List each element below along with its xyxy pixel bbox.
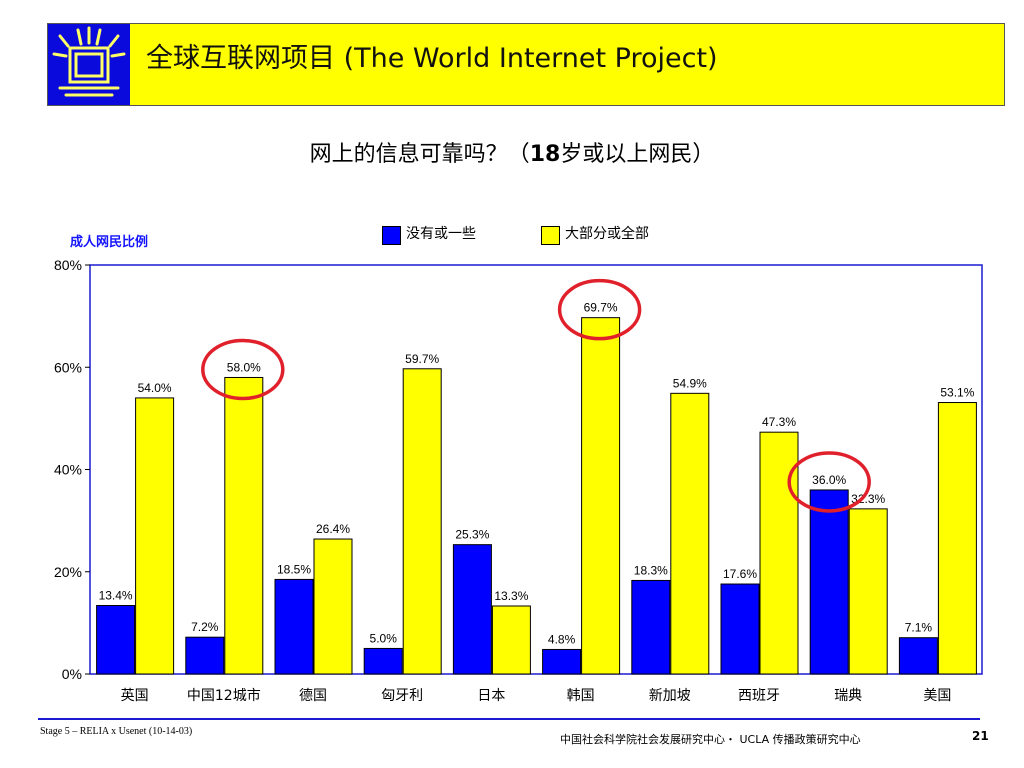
bar-most [581,317,621,675]
y-tick-label: 80% [54,257,82,273]
data-label-most: 69.7% [584,301,618,315]
data-label-most: 26.4% [316,522,350,536]
data-label-none: 36.0% [812,473,846,487]
data-label-none: 7.1% [905,621,933,635]
footer-divider [38,718,980,720]
y-tick-label: 0% [62,666,82,682]
footer-institutions: 中国社会科学院社会发展研究中心・ UCLA 传播政策研究中心 [560,733,861,746]
data-label-most: 54.9% [673,376,707,390]
bar-none [720,583,760,675]
y-tick-label: 20% [54,564,82,580]
data-label-none: 18.5% [277,562,311,576]
highlight-circle [557,278,642,341]
x-tick-label: 美国 [923,688,951,704]
bar-none [452,544,492,675]
bar-most [313,538,353,675]
data-label-none: 5.0% [370,631,398,645]
data-label-none: 25.3% [455,528,489,542]
data-label-most: 58.0% [227,360,261,374]
bar-most [670,392,710,675]
highlight-circle [201,338,285,401]
bar-most [224,376,264,675]
highlight-circle [787,451,871,513]
legend-label-none: 没有或一些 [406,226,476,242]
x-tick-label: 德国 [299,688,327,704]
data-label-none: 18.3% [634,563,668,577]
bar-none [631,579,671,675]
legend-swatch-most [541,226,560,245]
subtitle-prefix: 网上的信息可靠吗？（ [309,142,530,167]
legend-label-most: 大部分或全部 [565,226,649,242]
x-tick-label: 英国 [121,687,149,704]
page-title: 全球互联网项目 (The World Internet Project) [146,43,718,74]
data-label-most: 54.0% [138,381,172,395]
legend-swatch-none [382,226,401,245]
bar-none [274,578,314,675]
data-label-most: 47.3% [762,415,796,429]
x-tick-label: 瑞典 [834,688,862,704]
bar-none [96,604,136,675]
x-tick-label: 匈牙利 [381,688,423,704]
y-axis-label: 成人网民比例 [70,235,149,250]
x-tick-label: 韩国 [567,688,595,704]
bar-most [848,508,888,675]
bar-most [135,397,175,675]
x-tick-label: 新加坡 [649,688,691,704]
data-label-none: 4.8% [548,632,576,646]
page-number: 21 [972,729,989,743]
y-tick-label: 40% [54,462,82,478]
bar-most [402,368,442,675]
x-tick-label: 西班牙 [738,688,780,704]
data-label-none: 7.2% [191,620,219,634]
footer-stage-label: Stage 5 – RELIA x Usenet (10-14-03) [40,726,193,737]
y-tick-label: 60% [54,359,82,375]
data-label-none: 17.6% [723,567,757,581]
subtitle-suffix: 岁或以上网民） [560,142,715,167]
bar-none [185,636,225,675]
chart-subtitle: 网上的信息可靠吗？（18岁或以上网民） [0,140,1024,170]
header-bar: 全球互联网项目 (The World Internet Project) [47,23,1005,106]
logo-icon [48,24,130,105]
x-tick-label: 日本 [477,688,505,704]
bar-none [363,647,403,675]
bar-none [898,637,938,675]
x-tick-label: 中国12城市 [187,687,261,704]
bar-none [809,489,849,675]
data-label-none: 13.4% [99,588,133,602]
bar-most [491,605,531,675]
data-label-most: 53.1% [940,386,974,400]
data-label-most: 59.7% [405,352,439,366]
bar-most [937,402,977,675]
subtitle-bold: 18 [529,142,561,167]
data-label-most: 13.3% [494,589,528,603]
bar-none [542,648,582,675]
